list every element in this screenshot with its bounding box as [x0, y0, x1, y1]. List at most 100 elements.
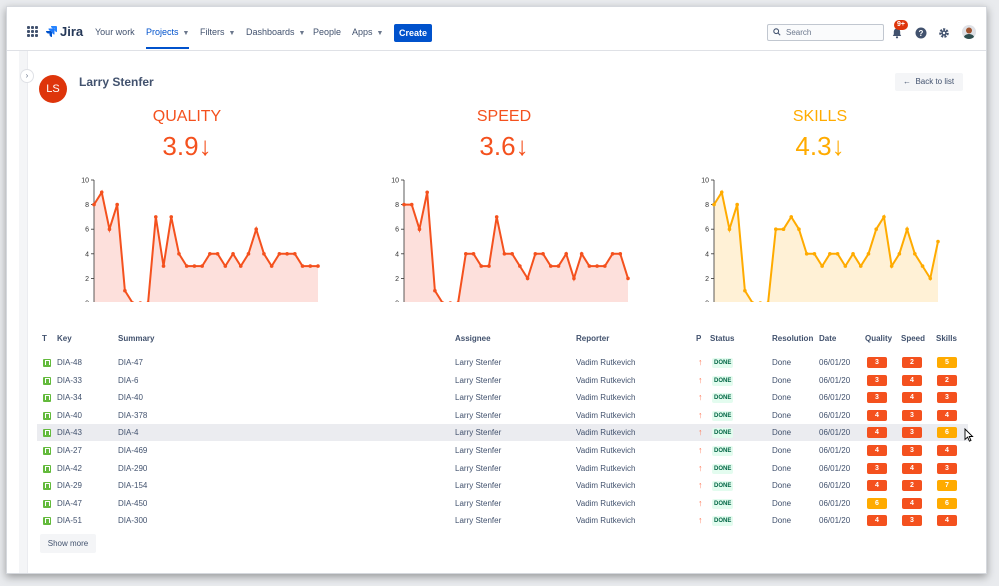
data-point[interactable] [115, 202, 119, 207]
search-input[interactable]: Search [767, 24, 884, 41]
data-point[interactable] [177, 252, 181, 256]
data-point[interactable] [448, 301, 453, 302]
data-point[interactable] [494, 215, 499, 219]
data-point[interactable] [300, 264, 305, 268]
table-row[interactable]: DIA-33 DIA-6 Larry Stenfer Vadim Rutkevich D… [37, 372, 968, 389]
expand-sidebar-button[interactable]: › [20, 69, 34, 83]
data-point[interactable] [308, 264, 313, 268]
nav-filters[interactable]: Filters ▼ [200, 27, 235, 37]
data-point[interactable] [920, 264, 925, 268]
data-point[interactable] [858, 264, 863, 268]
data-point[interactable] [402, 202, 406, 207]
summary-cell[interactable]: DIA-47 [118, 358, 143, 367]
back-to-list-button[interactable]: ← Back to list [895, 73, 963, 91]
summary-cell[interactable]: DIA-469 [118, 446, 148, 455]
col-header-key[interactable]: Key [57, 334, 72, 343]
data-point[interactable] [107, 227, 112, 231]
data-point[interactable] [758, 301, 763, 302]
data-point[interactable] [828, 252, 832, 256]
data-point[interactable] [812, 252, 817, 256]
data-point[interactable] [766, 301, 770, 302]
data-point[interactable] [804, 252, 809, 256]
data-point[interactable] [587, 264, 592, 268]
data-point[interactable] [131, 301, 135, 302]
data-point[interactable] [820, 264, 824, 268]
data-point[interactable] [161, 264, 166, 268]
data-point[interactable] [897, 252, 902, 256]
data-point[interactable] [223, 264, 228, 268]
jira-logo[interactable]: Jira [45, 23, 83, 39]
data-point[interactable] [471, 252, 476, 256]
data-point[interactable] [269, 264, 274, 268]
nav-apps[interactable]: Apps ▼ [352, 27, 383, 37]
issue-key-cell[interactable]: DIA-47 [57, 498, 82, 508]
data-point[interactable] [518, 264, 522, 268]
data-point[interactable] [456, 301, 460, 302]
bell-icon[interactable] [891, 27, 903, 39]
summary-cell[interactable]: DIA-300 [118, 516, 148, 526]
data-point[interactable] [215, 252, 220, 256]
app-switcher-icon[interactable] [27, 26, 39, 38]
data-point[interactable] [246, 252, 251, 256]
nav-your-work[interactable]: Your work [95, 27, 135, 37]
data-point[interactable] [146, 301, 150, 302]
data-point[interactable] [208, 252, 212, 256]
data-point[interactable] [479, 264, 484, 268]
col-header-quality[interactable]: Quality [865, 334, 893, 343]
data-point[interactable] [417, 227, 422, 231]
col-header-resolution[interactable]: Resolution [772, 334, 814, 343]
issue-key-cell[interactable]: DIA-27 [57, 446, 82, 455]
data-point[interactable] [184, 264, 189, 268]
table-row[interactable]: DIA-47 DIA-450 Larry Stenfer Vadim Rutkevic… [37, 495, 968, 512]
data-point[interactable] [595, 264, 599, 268]
issue-key-cell[interactable]: DIA-33 [57, 375, 82, 385]
data-point[interactable] [548, 264, 553, 268]
data-point[interactable] [889, 264, 894, 268]
data-point[interactable] [502, 252, 507, 256]
issue-key-cell[interactable]: DIA-29 [57, 481, 82, 491]
data-point[interactable] [433, 288, 437, 293]
col-header-status[interactable]: Status [710, 334, 735, 343]
data-point[interactable] [293, 252, 297, 256]
data-point[interactable] [882, 215, 886, 219]
data-point[interactable] [262, 252, 266, 256]
issue-key-cell[interactable]: DIA-43 [57, 428, 82, 438]
summary-cell[interactable]: DIA-378 [118, 410, 148, 420]
data-point[interactable] [905, 227, 909, 231]
issue-key-cell[interactable]: DIA-34 [57, 393, 82, 403]
data-point[interactable] [441, 301, 445, 302]
gear-icon[interactable] [938, 27, 950, 39]
col-header-type[interactable]: T [42, 334, 47, 343]
user-avatar[interactable] [962, 25, 976, 39]
data-point[interactable] [192, 264, 197, 268]
col-header-reporter[interactable]: Reporter [576, 334, 610, 343]
data-point[interactable] [851, 252, 855, 256]
data-point[interactable] [463, 252, 468, 256]
data-point[interactable] [712, 202, 716, 207]
data-point[interactable] [928, 276, 933, 281]
data-point[interactable] [751, 301, 755, 302]
data-point[interactable] [533, 252, 538, 256]
data-point[interactable] [781, 227, 786, 231]
data-point[interactable] [169, 215, 174, 219]
data-point[interactable] [626, 276, 630, 281]
data-point[interactable] [572, 276, 576, 281]
data-point[interactable] [316, 264, 320, 268]
issue-key-cell[interactable]: DIA-42 [57, 463, 82, 473]
table-row[interactable]: DIA-40 DIA-378 Larry Stenfer Vadim Rutkevic… [37, 407, 968, 424]
data-point[interactable] [409, 202, 414, 207]
data-point[interactable] [277, 252, 282, 256]
table-row[interactable]: DIA-27 DIA-469 Larry Stenfer Vadim Rutkevic… [37, 442, 968, 459]
data-point[interactable] [735, 202, 739, 207]
data-point[interactable] [874, 227, 879, 231]
data-point[interactable] [603, 264, 607, 268]
data-point[interactable] [231, 252, 235, 256]
summary-cell[interactable]: DIA-450 [118, 498, 148, 508]
data-point[interactable] [525, 276, 530, 281]
col-header-date[interactable]: Date [819, 334, 837, 343]
data-point[interactable] [564, 252, 569, 256]
data-point[interactable] [618, 252, 623, 256]
data-point[interactable] [200, 264, 204, 268]
show-more-button[interactable]: Show more [40, 534, 96, 553]
nav-dashboards[interactable]: Dashboards ▼ [246, 27, 305, 37]
